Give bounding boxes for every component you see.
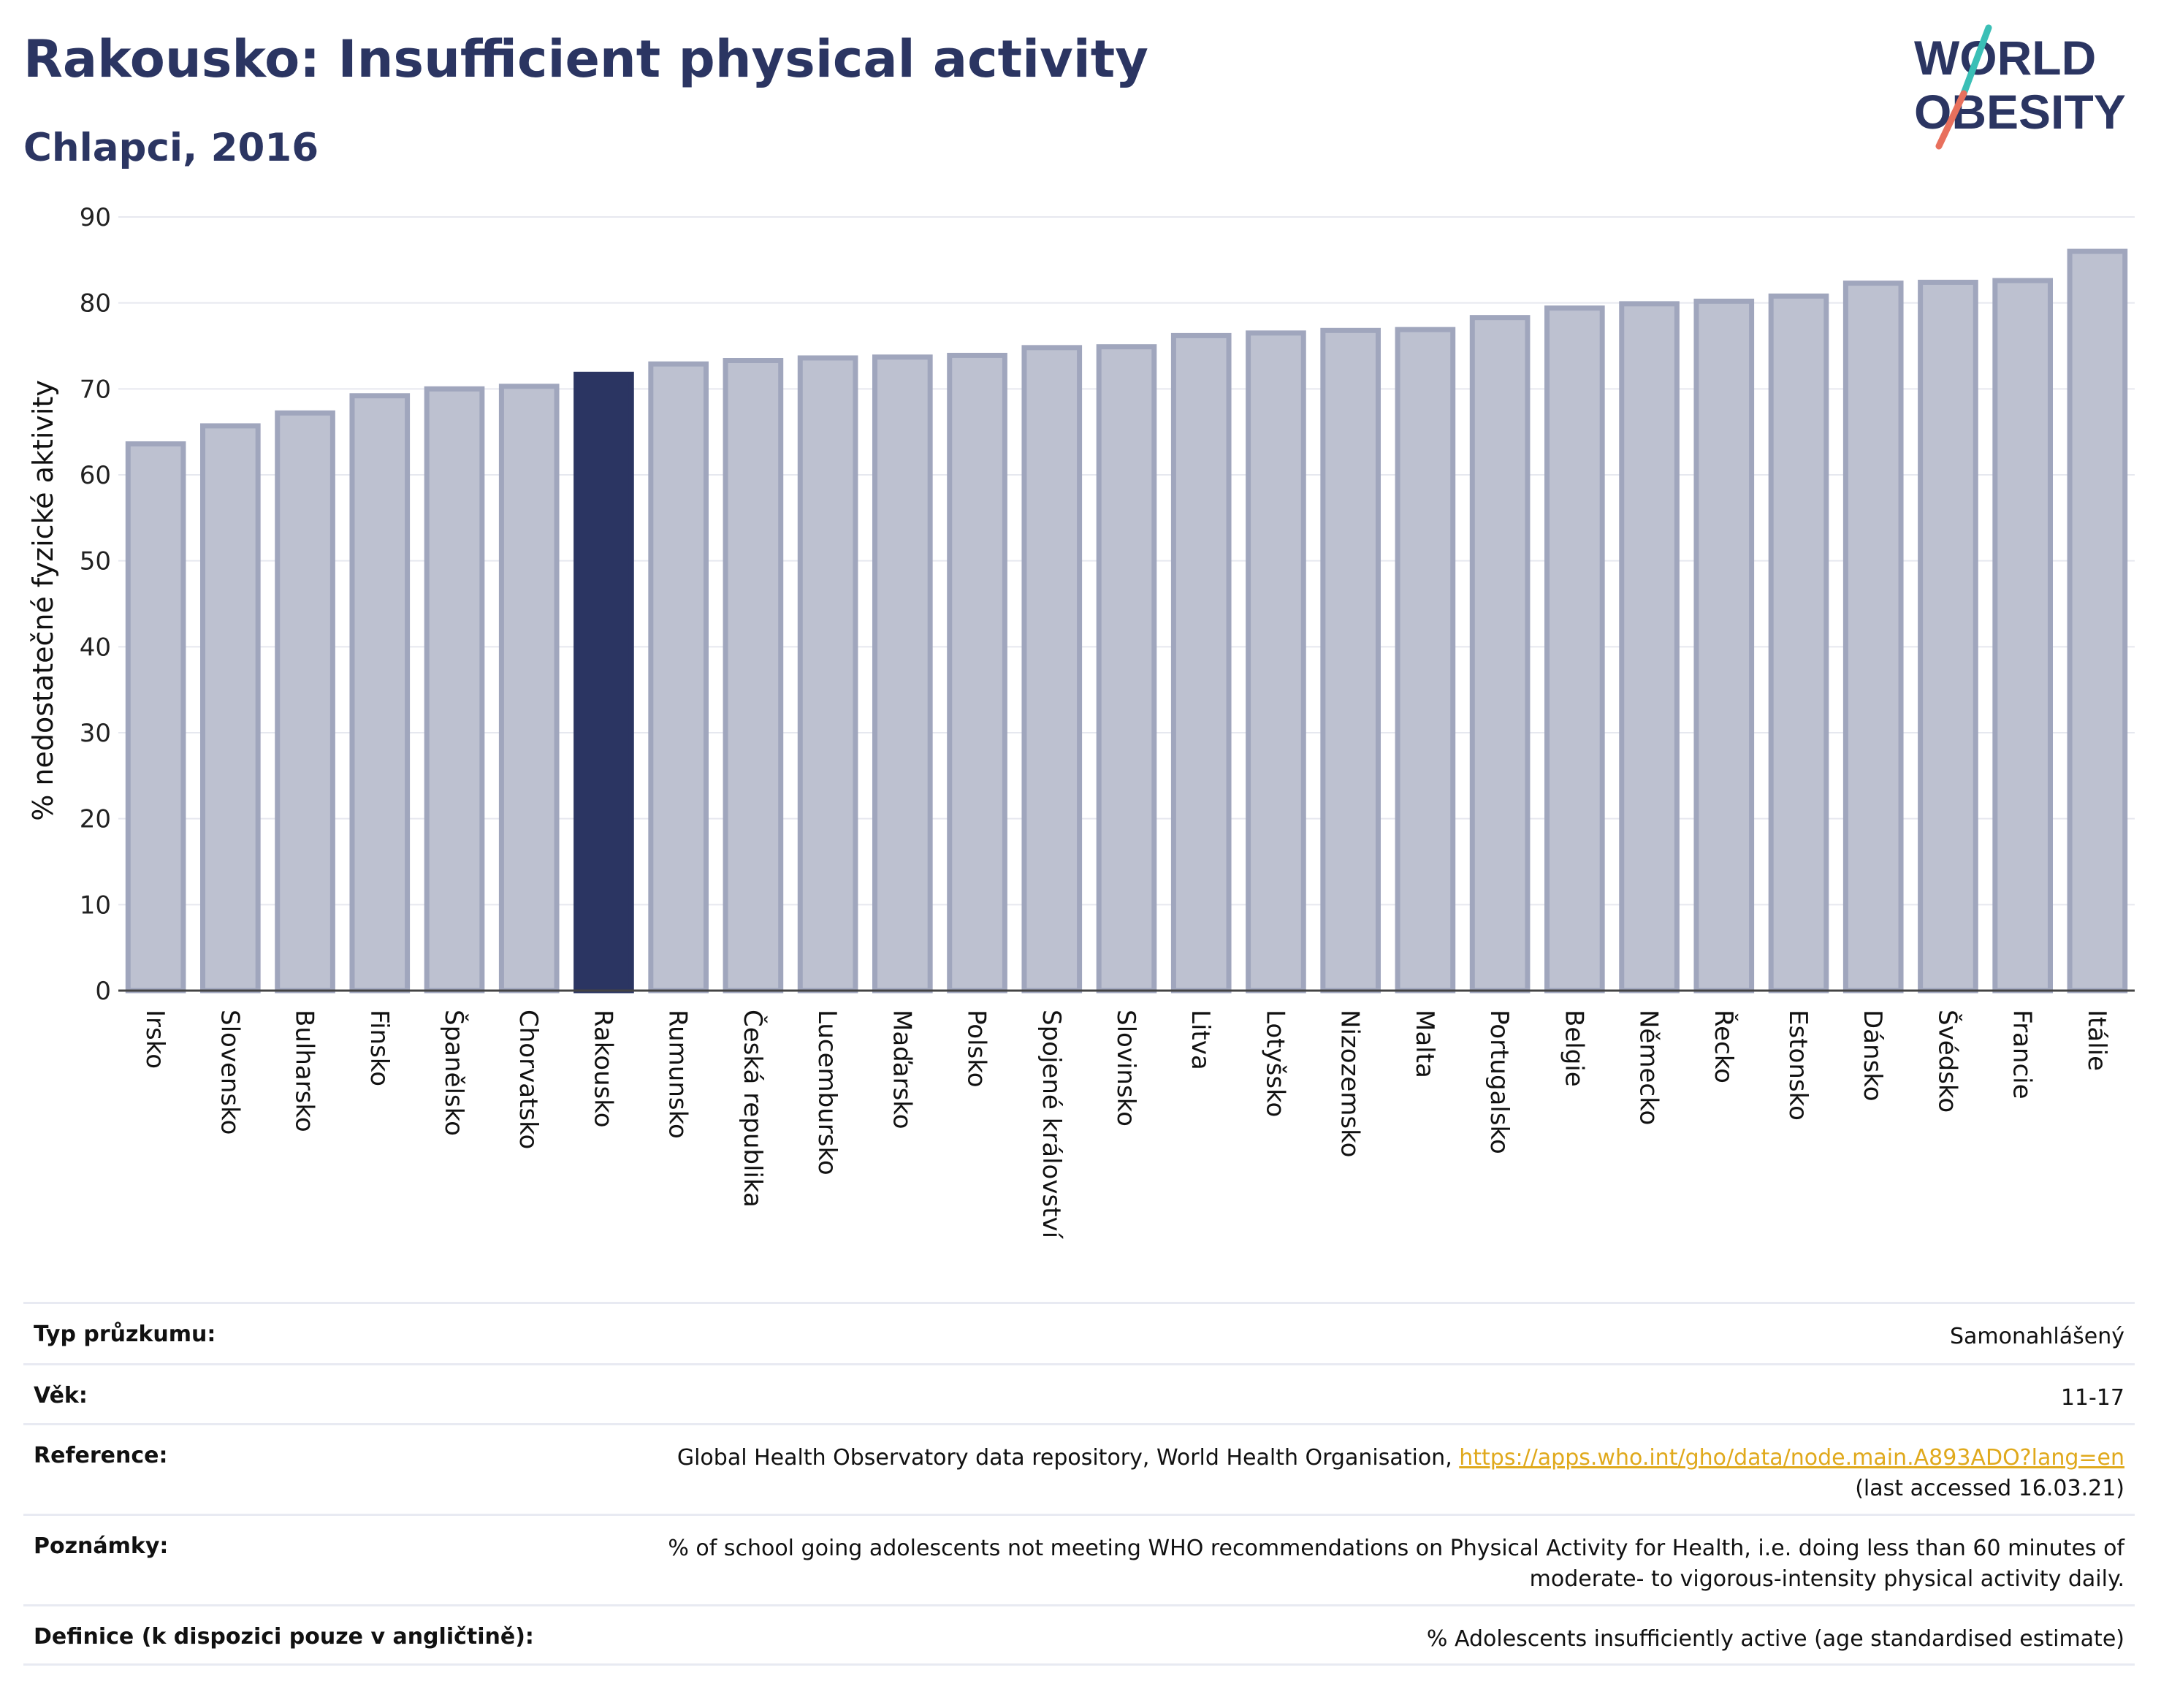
bar-8 [723,358,784,994]
x-tick-label: Bulharsko [290,1010,319,1132]
bar-16 [1320,327,1381,994]
meta-key: Věk: [34,1383,88,1408]
bar-9 [797,355,858,994]
x-axis-ticks: Irsko Slovensko Bulharsko Finsko Španělsko Ch… [140,1010,2111,1240]
x-tick-label: Malta [1410,1010,1439,1078]
y-axis-label: % nedostatečné fyzické aktivity [27,380,59,821]
bar-4 [424,386,485,994]
meta-key: Definice (k dispozici pouze v angličtině… [34,1624,534,1650]
logo-line1: WORLD [1914,31,2096,85]
bar-25 [1992,278,2053,994]
x-tick-label: Litva [1186,1010,1215,1070]
x-tick-label: Slovinsko [1111,1010,1140,1126]
x-tick-label: Maďarsko [887,1010,916,1129]
meta-row-reference: Reference: Global Health Observatory dat… [23,1423,2135,1514]
bar-10 [872,354,933,994]
y-tick-label: 50 [80,547,111,576]
x-tick-label: Finsko [365,1010,394,1086]
y-tick-label: 20 [80,805,111,834]
meta-value: % of school going adolescents not meetin… [668,1533,2124,1595]
notes-line2: moderate- to vigorous-intensity physical… [1529,1566,2124,1592]
x-tick-label: Rumunsko [663,1010,693,1139]
x-tick-label: Francie [2008,1010,2037,1099]
y-axis-ticks: 0 10 20 30 40 50 60 70 80 90 [80,203,111,1006]
x-tick-label: Německo [1634,1010,1663,1125]
metadata-table: Typ průzkumu: Samonahlášený Věk: 11-17 R… [23,1302,2135,1666]
bar-6 [573,371,634,994]
x-tick-label: Nizozemsko [1335,1010,1365,1157]
bar-5 [498,384,560,994]
y-tick-label: 70 [80,375,111,404]
meta-value: Samonahlášený [1950,1324,2124,1349]
bar-0 [125,441,186,994]
y-tick-label: 60 [80,461,111,490]
y-tick-label: 0 [95,977,111,1006]
bar-2 [275,410,335,994]
reference-accessed: (last accessed 16.03.21) [1855,1476,2124,1501]
bar-20 [1619,301,1680,994]
bar-23 [1842,281,1904,994]
x-tick-label: Česká republika [738,1010,768,1208]
x-tick-label: Estonsko [1783,1010,1813,1121]
page-subtitle: Chlapci, 2016 [23,126,319,170]
x-tick-label: Irsko [140,1010,169,1069]
bar-1 [200,423,261,994]
notes-line1: % of school going adolescents not meetin… [668,1536,2124,1561]
meta-row-survey-type: Typ průzkumu: Samonahlášený [23,1302,2135,1363]
x-tick-label: Rakousko [588,1010,617,1128]
bar-chart: 0 10 20 30 40 50 60 70 80 90 Irsko Slovensko Bulhar… [27,203,2135,1240]
world-obesity-logo: WORLD OBESITY [1914,24,2126,150]
x-tick-label: Itálie [2082,1010,2111,1071]
x-tick-label: Belgie [1559,1010,1588,1087]
x-tick-label: Řecko [1709,1010,1739,1083]
logo-slash-teal-icon [1960,24,1992,97]
y-tick-label: 90 [80,203,111,232]
x-tick-label: Lotyšsko [1260,1010,1289,1117]
reference-text: Global Health Observatory data repositor… [676,1445,1460,1471]
bar-24 [1918,279,1978,994]
bar-19 [1544,305,1605,994]
bar-7 [648,361,709,994]
meta-value: % Adolescents insufficiently active (age… [1426,1626,2124,1652]
logo-slash-coral-icon [1935,90,1967,150]
bar-22 [1768,293,1829,994]
page-title: Rakousko: Insufficient physical activity [23,29,1148,89]
reference-link[interactable]: https://apps.who.int/gho/data/node.main.… [1459,1445,2124,1471]
bar-11 [947,352,1007,994]
meta-value: Global Health Observatory data repositor… [677,1443,2124,1504]
bar-18 [1469,315,1531,994]
y-tick-label: 40 [80,633,111,662]
x-tick-label: Dánsko [1858,1010,1887,1102]
bar-14 [1170,332,1232,994]
meta-row-notes: Poznámky: % of school going adolescents … [23,1514,2135,1604]
meta-row-age: Věk: 11-17 [23,1363,2135,1423]
x-tick-label: Spojené království [1037,1010,1066,1240]
y-tick-label: 30 [80,719,111,748]
meta-value: 11-17 [2060,1385,2124,1411]
bar-15 [1246,330,1306,994]
y-tick-label: 80 [80,289,111,319]
x-tick-label: Švédsko [1932,1010,1962,1113]
meta-key: Reference: [34,1443,168,1468]
bar-17 [1395,327,1456,994]
bar-12 [1021,345,1083,994]
meta-key: Typ průzkumu: [34,1322,216,1347]
bar-21 [1693,298,1755,994]
y-tick-label: 10 [80,891,111,920]
x-tick-label: Portugalsko [1485,1010,1514,1154]
x-tick-label: Chorvatsko [514,1010,543,1149]
meta-row-definition: Definice (k dispozici pouze v angličtině… [23,1604,2135,1666]
bar-26 [2067,248,2128,994]
meta-key: Poznámky: [34,1533,169,1559]
x-tick-label: Polsko [962,1010,991,1088]
bars [125,248,2128,994]
bar-13 [1096,344,1157,994]
x-tick-label: Slovensko [215,1010,244,1135]
x-tick-label: Španělsko [439,1010,469,1136]
x-tick-label: Lucembursko [812,1010,842,1175]
bar-3 [349,393,411,994]
